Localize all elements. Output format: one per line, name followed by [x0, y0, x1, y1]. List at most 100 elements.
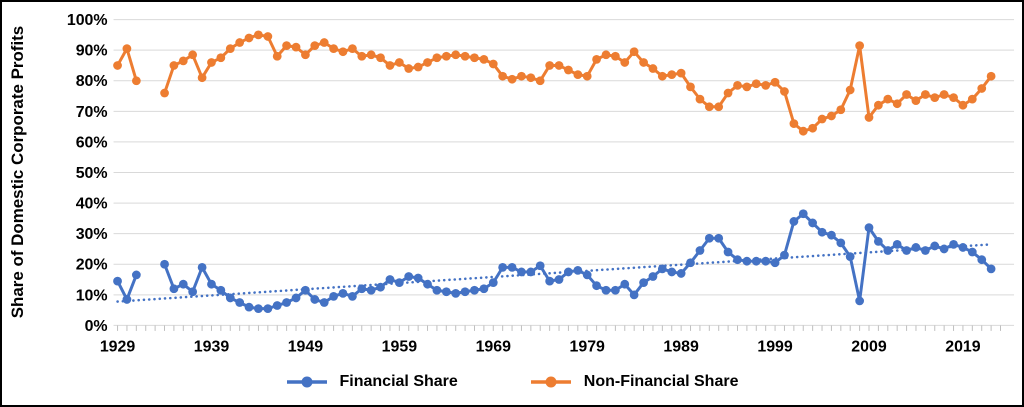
non-financial-share-data-point [197, 73, 207, 83]
financial-share-data-point [301, 285, 310, 295]
financial-share-data-point [845, 252, 855, 261]
non-financial-share-data-point [432, 53, 442, 63]
financial-share-data-point [376, 282, 385, 292]
non-financial-share-data-point [967, 94, 977, 104]
financial-share-data-point [441, 287, 451, 297]
line-chart-canvas: 0% 10% 20% 30% 40% 50% 60% 70% 80% 90% 100% 1929 193… [8, 12, 1015, 355]
non-financial-share-data-point [301, 50, 310, 60]
non-financial-share-data-point [808, 123, 818, 133]
y-axis-tick-label: 20% [76, 257, 108, 274]
financial-share-data-point [188, 287, 198, 297]
non-financial-share-data-point [376, 53, 385, 63]
non-financial-share-data-point [263, 32, 273, 41]
financial-share-data-point [686, 258, 695, 268]
financial-share-data-point [883, 246, 893, 255]
non-financial-share-data-point [535, 76, 545, 86]
financial-share-data-point [329, 291, 338, 301]
financial-share-data-point [930, 241, 940, 251]
non-financial-share-data-point [348, 44, 357, 53]
non-financial-share-data-point [188, 50, 198, 60]
non-financial-share-data-point [798, 126, 808, 136]
financial-share-data-point [892, 239, 902, 249]
financial-share-data-point [977, 255, 987, 265]
non-financial-share-data-point [836, 105, 846, 115]
financial-share-data-point [545, 276, 555, 286]
financial-share-data-point [789, 217, 799, 226]
x-axis-tick-label: 1969 [476, 338, 512, 355]
y-axis-tick-label: 80% [76, 73, 108, 90]
financial-share-data-point [714, 233, 724, 243]
legend: Financial Share Non-Financial Share [2, 364, 1022, 400]
non-financial-share-data-point [131, 76, 141, 86]
financial-share-data-point [310, 295, 320, 304]
financial-share-data-point [780, 250, 789, 260]
financial-share-data-point [291, 293, 301, 303]
non-financial-share-data-point [235, 38, 245, 47]
non-financial-share-data-point [507, 74, 517, 84]
non-financial-share-data-point [873, 100, 883, 110]
financial-share-data-point [723, 247, 733, 257]
financial-share-data-point [225, 293, 235, 303]
financial-share-data-point [460, 287, 470, 297]
non-financial-share-data-point [864, 113, 874, 122]
non-financial-share-data-point [404, 64, 414, 73]
financial-share-data-point [526, 267, 536, 277]
non-financial-share-data-point [169, 61, 179, 70]
financial-share-data-point [827, 230, 836, 240]
non-financial-share-data-point [366, 50, 376, 60]
financial-share-data-point [967, 247, 977, 257]
non-financial-share-data-point [780, 87, 789, 96]
financial-share-data-point [573, 265, 583, 275]
x-axis-tick-label: 1989 [663, 338, 699, 355]
legend-label-nonfinancial: Non-Financial Share [583, 373, 739, 390]
financial-share-data-point [742, 256, 752, 266]
non-financial-share-data-point [488, 59, 498, 69]
y-axis-tick-label: 50% [76, 165, 108, 182]
financial-share-data-point [272, 301, 282, 310]
non-financial-share-data-point [986, 71, 996, 81]
financial-share-data-point [207, 279, 216, 289]
non-financial-share-data-point [751, 79, 761, 89]
non-financial-share-data-point [310, 41, 320, 51]
financial-share-data-point [864, 223, 874, 232]
financial-share-data-point [667, 267, 677, 277]
non-financial-share-data-point [714, 102, 724, 112]
financial-share-data-point [498, 262, 508, 272]
financial-share-data-point [620, 279, 630, 289]
non-financial-share-data-point [789, 119, 799, 129]
financial-share-data-point [986, 264, 996, 274]
financial-share-data-point [733, 255, 742, 265]
non-financial-share-data-point [592, 54, 601, 64]
non-financial-share-data-point [639, 58, 648, 67]
non-financial-share-data-point [357, 51, 367, 61]
non-financial-share-data-point [733, 80, 742, 90]
non-financial-share-data-point [545, 61, 555, 70]
non-financial-share-data-point [244, 33, 254, 43]
financial-share-data-point [254, 304, 263, 313]
financial-share-data-point [423, 279, 432, 289]
financial-share-data-point [216, 285, 226, 295]
non-financial-share-data-point [949, 93, 958, 103]
non-financial-share-data-point [761, 80, 771, 90]
non-financial-share-data-point [977, 84, 987, 93]
financial-share-data-point [808, 218, 818, 228]
financial-share-data-point [348, 291, 357, 301]
y-axis-tick-label: 90% [76, 43, 108, 60]
financial-share-data-point [197, 262, 207, 272]
y-axis-title: Share of Domestic Corporate Profits [8, 26, 27, 318]
financial-share-data-point [282, 298, 291, 307]
financial-share-data-point [563, 267, 573, 277]
non-financial-share-data-point [338, 47, 348, 57]
non-financial-share-data-point [902, 90, 911, 99]
non-financial-share-data-point [695, 94, 705, 104]
x-axis-tick-label: 2009 [851, 338, 887, 355]
non-financial-share-data-point [686, 82, 695, 92]
financial-share-data-point [169, 284, 179, 294]
non-financial-share-data-point [122, 44, 132, 53]
non-financial-share-data-point [554, 61, 564, 70]
non-financial-share-data-point [704, 102, 714, 112]
non-financial-share-data-point [282, 41, 291, 51]
legend-label-financial: Financial Share [339, 373, 458, 390]
non-financial-share-data-point [939, 90, 949, 99]
